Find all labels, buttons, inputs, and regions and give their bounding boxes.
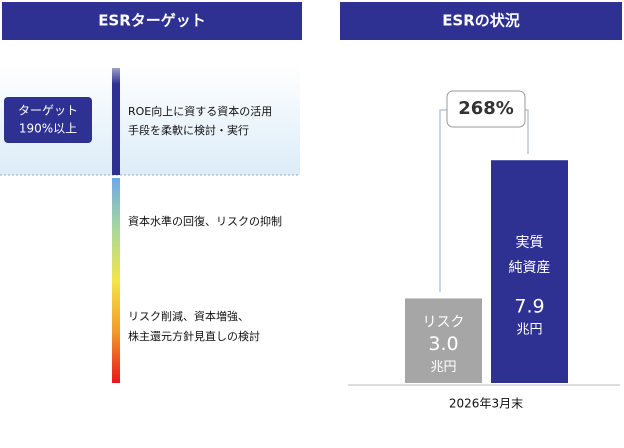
target-text: 190%以上 bbox=[19, 122, 77, 136]
header-box bbox=[340, 2, 622, 40]
x-tick-label: 2026年3月末 bbox=[449, 397, 523, 411]
bracket bbox=[439, 109, 448, 292]
unit-label: 兆円 bbox=[516, 323, 542, 338]
header-box bbox=[2, 2, 302, 40]
level-text: ROE向上に資する資本の活用 bbox=[128, 104, 272, 118]
target-text: ターゲット bbox=[18, 104, 78, 118]
bracket bbox=[525, 109, 529, 154]
level-text: 手段を柔軟に検討・実行 bbox=[128, 123, 249, 137]
level-text: 株主還元方針見直しの検討 bbox=[128, 329, 260, 343]
value-label: 3.0 bbox=[428, 333, 458, 355]
bar bbox=[405, 298, 482, 383]
ratio: 268% bbox=[458, 98, 514, 119]
level-text: リスク削減、資本増強、 bbox=[128, 309, 249, 323]
ratio-box bbox=[446, 90, 526, 128]
level-bar bbox=[112, 68, 120, 175]
bar bbox=[491, 160, 568, 383]
bar-name: リスク bbox=[423, 314, 465, 330]
bar-name: 実質 bbox=[516, 235, 544, 251]
value-label: 7.9 bbox=[514, 296, 544, 318]
unit-label: 兆円 bbox=[430, 360, 456, 375]
level-text: 資本水準の回復、リスクの抑制 bbox=[128, 214, 282, 228]
bar-name: 純資産 bbox=[509, 260, 551, 276]
chart-title: ESRの状況 bbox=[442, 12, 520, 30]
header: ESRターゲット bbox=[98, 12, 206, 30]
level-bar bbox=[112, 178, 120, 383]
target-box bbox=[4, 97, 92, 143]
